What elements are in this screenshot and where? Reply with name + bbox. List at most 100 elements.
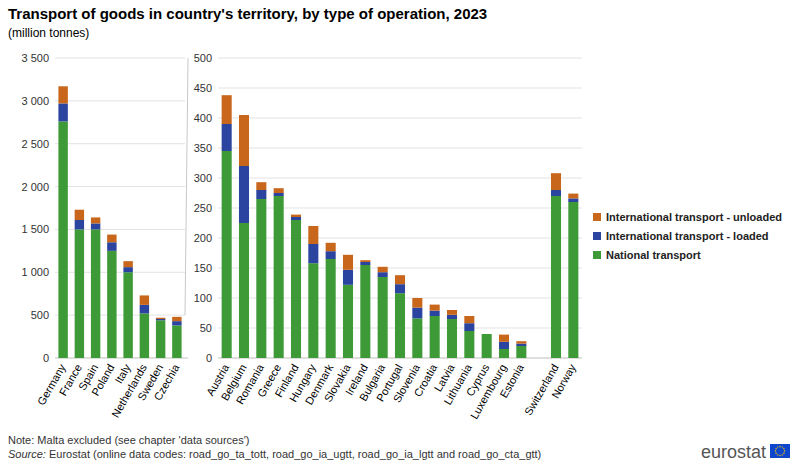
bar-segment [568, 198, 578, 202]
logo-star [775, 450, 776, 451]
bar-segment [360, 262, 370, 265]
grid-line [218, 118, 582, 119]
bar-segment [256, 199, 266, 358]
grid-line [55, 229, 185, 230]
bar-segment [412, 318, 422, 358]
bar-segment [156, 318, 165, 319]
bar-segment [499, 335, 509, 342]
y-tick-label: 250 [194, 202, 212, 214]
bar-segment [516, 346, 526, 358]
bar-segment [123, 272, 132, 358]
bar-segment [378, 267, 388, 272]
bar-segment [412, 308, 422, 319]
bar-segment [568, 202, 578, 358]
y-tick-label: 3 000 [21, 95, 49, 107]
panel-1: 050100150200250300350400450500AustriaBel… [194, 52, 582, 421]
bar-segment [551, 173, 561, 190]
bar-segment [140, 305, 149, 314]
grid-line [55, 100, 185, 101]
y-tick-label: 100 [194, 292, 212, 304]
bar-segment [274, 193, 284, 196]
bar-segment [343, 255, 353, 270]
bar-segment [172, 325, 181, 358]
bars [58, 86, 181, 358]
y-tick-label: 1 500 [21, 223, 49, 235]
logo-star [779, 446, 780, 447]
zoom-connector [185, 58, 188, 315]
bar-segment [75, 229, 84, 358]
bar-segment [256, 182, 266, 190]
grid-line [55, 143, 185, 144]
panel-0: 05001 0001 5002 0002 5003 0003 500German… [21, 52, 185, 419]
bar-segment [291, 215, 301, 217]
grid-line [218, 178, 582, 179]
bar-segment [58, 121, 67, 358]
grid-line [55, 186, 185, 187]
bars [222, 95, 579, 358]
bar-segment [326, 251, 336, 259]
bar-segment [172, 321, 181, 325]
bar-segment [447, 315, 457, 319]
y-tick-label: 0 [206, 352, 212, 364]
bar-segment [464, 316, 474, 323]
logo-star [782, 454, 783, 455]
bar-segment [107, 235, 116, 243]
bar-segment [156, 320, 165, 358]
y-tick-label: 500 [31, 309, 49, 321]
logo-star [777, 454, 778, 455]
legend-label: International transport - loaded [606, 230, 769, 242]
logo-star [784, 450, 785, 451]
logo-flag [770, 444, 790, 458]
y-tick-label: 450 [194, 82, 212, 94]
x-tick-label: Czechia [151, 361, 182, 402]
y-tick-label: 50 [200, 322, 212, 334]
y-tick-label: 2 000 [21, 181, 49, 193]
y-tick-label: 200 [194, 232, 212, 244]
note: Note: Malta excluded (see chapter 'data … [8, 434, 249, 446]
bar-segment [140, 313, 149, 358]
y-tick-label: 400 [194, 112, 212, 124]
bar-segment [482, 334, 492, 335]
grid-line [55, 315, 185, 316]
bar-segment [308, 263, 318, 358]
bar-segment [172, 317, 181, 321]
bar-segment [343, 285, 353, 358]
grid-line [218, 268, 582, 269]
bar-segment [430, 311, 440, 316]
y-tick-label: 1 000 [21, 266, 49, 278]
y-tick-label: 2 500 [21, 138, 49, 150]
logo-text: eurostat [701, 442, 766, 462]
bar-segment [239, 223, 249, 358]
zoom-connector [185, 358, 188, 359]
bar-segment [464, 323, 474, 331]
bar-segment [516, 341, 526, 343]
bar-segment [326, 243, 336, 251]
bar-segment [464, 331, 474, 358]
grid-line [55, 358, 185, 359]
bar-segment [291, 220, 301, 358]
logo-star [783, 453, 784, 454]
logo-star [775, 448, 776, 449]
bar-segment [58, 86, 67, 103]
bar-segment [430, 316, 440, 358]
bar-segment [91, 217, 100, 223]
y-tick-label: 350 [194, 142, 212, 154]
bar-segment [123, 267, 132, 272]
grid-line [218, 88, 582, 89]
bar-segment [156, 319, 165, 320]
bar-segment [430, 305, 440, 311]
legend-swatch [593, 232, 601, 240]
source-lead: Source: [8, 448, 49, 460]
y-tick-label: 150 [194, 262, 212, 274]
bar-segment [378, 272, 388, 277]
bar-segment [140, 295, 149, 304]
bar-segment [499, 349, 509, 358]
bar-segment [91, 223, 100, 229]
grid-line [218, 238, 582, 239]
bar-segment [91, 229, 100, 358]
legend: International transport - unloadedIntern… [593, 211, 782, 261]
bar-segment [482, 334, 492, 358]
subtitle: (million tonnes) [8, 26, 89, 40]
y-tick-label: 3 500 [21, 52, 49, 64]
bar-segment [395, 275, 405, 284]
